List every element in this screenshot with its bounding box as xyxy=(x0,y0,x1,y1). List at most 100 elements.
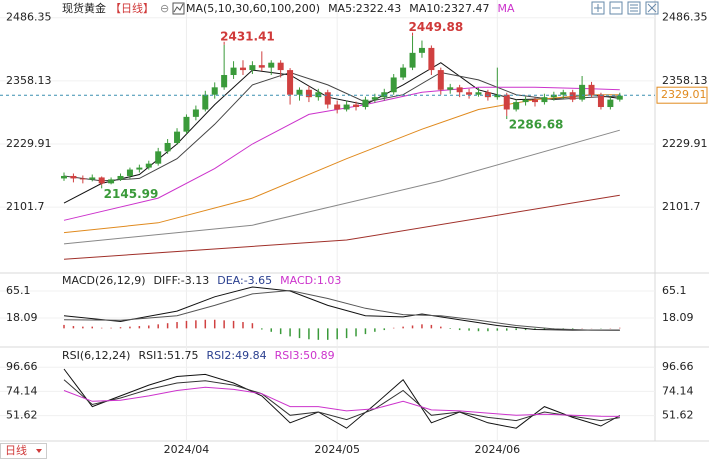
y-tick-label: 18.09 xyxy=(6,311,38,324)
period-button[interactable]: 日线 xyxy=(0,443,47,459)
candle-body xyxy=(588,84,595,95)
candle-body xyxy=(456,87,463,93)
candle-body xyxy=(98,177,105,184)
candle-body xyxy=(136,167,143,170)
candle-body xyxy=(371,97,378,100)
candle-body xyxy=(164,142,171,152)
candle-body xyxy=(466,92,473,95)
legend-text: MACD(26,12,9) xyxy=(62,274,146,287)
x-tick-label: 2024/06 xyxy=(474,443,520,456)
candle-body xyxy=(268,62,275,68)
y-tick-label: 65.1 xyxy=(6,284,31,297)
candle-body xyxy=(362,99,369,108)
y-tick-label: 51.62 xyxy=(6,409,38,422)
y-tick-label: 96.66 xyxy=(6,360,38,373)
candle-body xyxy=(503,94,510,110)
last-price-label: 2329.01 xyxy=(661,88,707,101)
toggle[interactable]: ⊖ xyxy=(160,2,169,15)
candle-body xyxy=(400,67,407,78)
indicator-line xyxy=(63,368,621,429)
candle-body xyxy=(70,175,77,179)
candle-body xyxy=(145,163,152,168)
candle-body xyxy=(174,131,181,143)
candle-body xyxy=(428,47,435,71)
indicator-line xyxy=(63,289,620,331)
candle-body xyxy=(522,99,529,103)
indicator-line xyxy=(63,286,620,331)
candle-body xyxy=(579,84,586,100)
candle-body xyxy=(258,65,265,68)
legend-text: MA5:2322.43 xyxy=(328,2,401,15)
x-tick-label: 2024/04 xyxy=(164,443,210,456)
period-button-label[interactable]: 日线 xyxy=(5,443,27,457)
candle-body xyxy=(550,94,557,98)
legend-text: MA10:2327.47 xyxy=(409,2,489,15)
y-tick-label-right: 96.66 xyxy=(662,360,694,373)
candle-body xyxy=(343,104,350,110)
candle-body xyxy=(532,99,538,103)
y-tick-label-right: 18.09 xyxy=(662,311,694,324)
y-tick-label-right: 2229.91 xyxy=(662,137,708,150)
annotation: 2286.68 xyxy=(509,118,564,132)
y-tick-label: 2101.7 xyxy=(6,200,45,213)
candle-body xyxy=(192,109,199,117)
candle-body xyxy=(117,175,124,180)
last-price-box xyxy=(656,86,708,104)
candle-body xyxy=(89,177,96,180)
indicator-line xyxy=(63,71,620,182)
candle-body xyxy=(183,116,190,132)
y-tick-label-right: 2358.13 xyxy=(662,74,708,87)
candle-body xyxy=(541,97,548,103)
symbol: 现货黄金 xyxy=(62,1,106,15)
candle-body xyxy=(447,87,454,90)
candle-body xyxy=(437,70,444,90)
candle-body xyxy=(277,62,284,71)
candle-body xyxy=(616,95,623,100)
legend-text: RSI3:50.89 xyxy=(275,349,335,362)
candle-body xyxy=(513,102,520,110)
candle-body xyxy=(569,92,576,100)
legend-text: MA(5,10,30,60,100,200) xyxy=(186,2,320,15)
legend-text: RSI2:49.84 xyxy=(207,349,267,362)
y-tick-label-right: 65.1 xyxy=(662,284,687,297)
y-tick-label-right: 2101.7 xyxy=(662,200,701,213)
x-tick-label: 2024/05 xyxy=(314,443,360,456)
candle-body xyxy=(61,175,67,179)
legend-text: MA xyxy=(498,2,515,15)
candle-body xyxy=(390,77,397,93)
annotation: 2431.41 xyxy=(220,29,275,43)
candle-body xyxy=(324,92,331,105)
candle-body xyxy=(597,94,604,108)
period: 【日线】 xyxy=(110,1,154,15)
candle-body xyxy=(287,70,294,95)
annotation: 2145.99 xyxy=(104,187,159,201)
y-tick-label: 2486.35 xyxy=(6,11,52,24)
indicator-line xyxy=(63,194,620,260)
candle-body xyxy=(239,67,246,71)
legend-text: MACD:1.03 xyxy=(280,274,341,287)
y-tick-label-right: 74.14 xyxy=(662,384,694,397)
legend-text: RSI(6,12,24) xyxy=(62,349,130,362)
candle-body xyxy=(108,179,115,184)
candle-body xyxy=(126,169,133,176)
candle-body xyxy=(607,99,614,108)
candle-body xyxy=(230,67,237,76)
annotation: 2449.88 xyxy=(409,20,464,34)
candle-body xyxy=(305,89,312,98)
toolbar[interactable] xyxy=(591,1,659,15)
y-tick-label-right: 51.62 xyxy=(662,409,694,422)
candle-body xyxy=(353,104,360,108)
y-tick-label: 2229.91 xyxy=(6,137,52,150)
ma-icon[interactable] xyxy=(172,2,185,15)
legend-text: RSI1:51.75 xyxy=(138,349,198,362)
y-tick-label: 2358.13 xyxy=(6,74,52,87)
candle-body xyxy=(79,178,86,180)
candle-body xyxy=(494,94,501,98)
y-tick-label-right: 2486.35 xyxy=(662,11,708,24)
candle-body xyxy=(155,151,162,164)
indicator-line xyxy=(63,129,620,245)
candle-body xyxy=(202,94,209,110)
legend-text: DIFF:-3.13 xyxy=(154,274,210,287)
legend-text: DEA:-3.65 xyxy=(217,274,272,287)
